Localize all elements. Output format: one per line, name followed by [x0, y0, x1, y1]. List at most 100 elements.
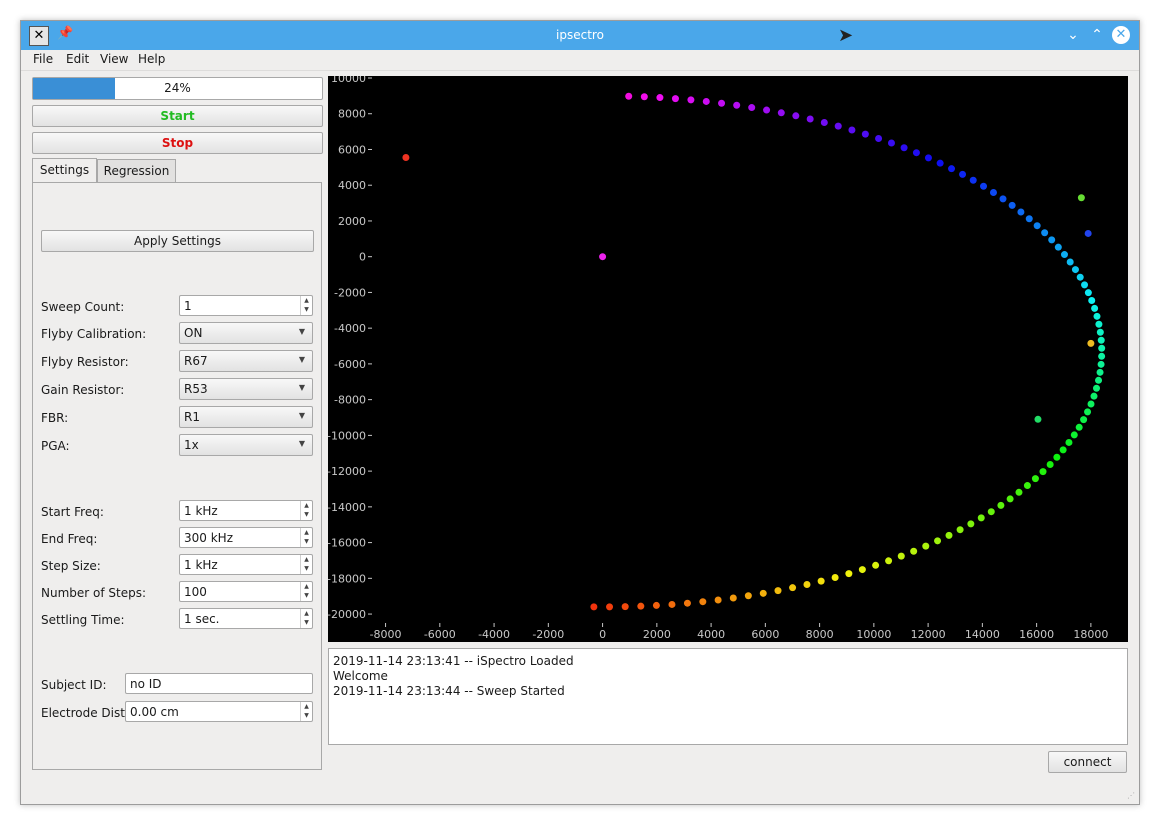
data-point — [792, 112, 800, 120]
data-point — [831, 573, 839, 581]
chevron-down-icon: ▼ — [298, 383, 305, 392]
data-point — [845, 570, 853, 578]
num-steps-spinbox[interactable]: 100 ▲ ▼ — [179, 581, 313, 602]
data-point — [959, 170, 967, 178]
spin-arrows-icon[interactable]: ▲ ▼ — [300, 609, 312, 628]
data-point — [900, 144, 908, 152]
menu-bar: File Edit View Help — [21, 50, 1139, 71]
fbr-select[interactable]: R1 ▼ — [179, 406, 313, 428]
data-point — [1084, 408, 1092, 416]
resize-grip-icon[interactable]: ⋰ — [1127, 791, 1135, 800]
data-point — [714, 596, 722, 604]
data-point — [1015, 488, 1023, 496]
log-line: 2019-11-14 23:13:44 -- Sweep Started — [333, 684, 565, 698]
start-freq-spinbox[interactable]: 1 kHz ▲ ▼ — [179, 500, 313, 521]
log-output[interactable]: 2019-11-14 23:13:41 -- iSpectro Loaded W… — [328, 648, 1128, 745]
apply-settings-button[interactable]: Apply Settings — [41, 230, 314, 252]
minimize-icon[interactable]: ⌄ — [1067, 27, 1079, 43]
data-point — [1048, 236, 1056, 244]
data-point — [625, 92, 633, 100]
electrode-dist-value: 0.00 cm — [130, 705, 179, 719]
data-point — [1059, 446, 1067, 454]
data-point — [803, 581, 811, 589]
electrode-dist-spinbox[interactable]: 0.00 cm ▲ ▼ — [125, 701, 313, 722]
data-point — [1076, 273, 1084, 281]
gain-resistor-select[interactable]: R53 ▼ — [179, 378, 313, 400]
flyby-resistor-select[interactable]: R67 ▼ — [179, 350, 313, 372]
data-point — [789, 584, 797, 592]
data-point — [687, 96, 695, 104]
tab-settings[interactable]: Settings — [32, 158, 97, 183]
data-point — [1041, 229, 1049, 237]
tab-regression[interactable]: Regression — [97, 159, 176, 182]
data-point — [1095, 376, 1103, 384]
data-point — [1054, 243, 1062, 251]
title-bar[interactable]: ✕ 📌 ipsectro ⌄ ⌃ ✕ — [21, 21, 1139, 50]
pga-value: 1x — [184, 438, 199, 452]
y-tick-label: 10000 — [331, 76, 366, 85]
menu-view[interactable]: View — [100, 52, 129, 66]
plot-background — [328, 76, 1128, 642]
start-freq-value: 1 kHz — [184, 504, 218, 518]
data-point — [1097, 360, 1105, 368]
stop-button[interactable]: Stop — [32, 132, 323, 154]
data-point — [910, 547, 918, 555]
data-point — [1008, 201, 1016, 209]
flyby-calibration-select[interactable]: ON ▼ — [179, 322, 313, 344]
x-tick-label: -2000 — [532, 628, 564, 641]
pga-select[interactable]: 1x ▼ — [179, 434, 313, 456]
step-size-label: Step Size: — [41, 559, 101, 573]
spin-arrows-icon[interactable]: ▲ ▼ — [300, 528, 312, 547]
electrode-dist-label: Electrode Dist. — [41, 706, 129, 720]
data-point — [1034, 415, 1042, 423]
data-point — [599, 253, 607, 261]
data-point — [1090, 392, 1098, 400]
data-point — [1046, 460, 1054, 468]
log-line: 2019-11-14 23:13:41 -- iSpectro Loaded — [333, 654, 574, 668]
data-point — [1087, 339, 1095, 347]
close-icon[interactable]: ✕ — [1112, 26, 1130, 44]
y-tick-label: -8000 — [334, 394, 366, 407]
spin-arrows-icon[interactable]: ▲ ▼ — [300, 555, 312, 574]
num-steps-label: Number of Steps: — [41, 586, 147, 600]
y-tick-label: 2000 — [338, 215, 366, 228]
menu-file[interactable]: File — [33, 52, 54, 66]
y-tick-label: -12000 — [328, 465, 366, 478]
data-point — [671, 95, 679, 103]
app-icon[interactable]: ✕ — [29, 26, 49, 46]
end-freq-spinbox[interactable]: 300 kHz ▲ ▼ — [179, 527, 313, 548]
spin-arrows-icon[interactable]: ▲ ▼ — [300, 702, 312, 721]
spin-arrows-icon[interactable]: ▲ ▼ — [300, 296, 312, 315]
maximize-icon[interactable]: ⌃ — [1091, 27, 1103, 43]
menu-edit[interactable]: Edit — [66, 52, 90, 66]
data-point — [897, 552, 905, 560]
subject-id-input[interactable]: no ID — [125, 673, 313, 694]
data-point — [637, 602, 645, 610]
sweep-count-spinbox[interactable]: 1 ▲ ▼ — [179, 295, 313, 316]
connect-button[interactable]: connect — [1048, 751, 1127, 773]
menu-help[interactable]: Help — [138, 52, 166, 66]
chevron-down-icon: ▼ — [298, 439, 305, 448]
progress-fill — [33, 78, 116, 99]
data-point — [621, 603, 629, 611]
start-button[interactable]: Start — [32, 105, 323, 127]
data-point — [922, 542, 930, 550]
data-point — [1031, 475, 1039, 483]
pga-label: PGA: — [41, 439, 70, 453]
pin-icon[interactable]: 📌 — [57, 26, 74, 41]
data-point — [969, 176, 977, 184]
y-tick-label: 6000 — [338, 143, 366, 156]
data-point — [887, 139, 895, 147]
step-size-spinbox[interactable]: 1 kHz ▲ ▼ — [179, 554, 313, 575]
data-point — [1096, 368, 1104, 376]
nyquist-plot[interactable]: -8000 -6000 -4000 -2000 0 2000 4000 6000 8000 100… — [328, 76, 1128, 642]
x-tick-label: 18000 — [1073, 628, 1108, 641]
data-point — [997, 501, 1005, 509]
subject-id-value: no ID — [130, 677, 162, 691]
data-point — [759, 589, 767, 597]
app-window: ✕ 📌 ipsectro ⌄ ⌃ ✕ File Edit View Help 2… — [20, 20, 1140, 805]
spin-arrows-icon[interactable]: ▲ ▼ — [300, 582, 312, 601]
settling-time-spinbox[interactable]: 1 sec. ▲ ▼ — [179, 608, 313, 629]
spin-arrows-icon[interactable]: ▲ ▼ — [300, 501, 312, 520]
data-point — [912, 149, 920, 157]
